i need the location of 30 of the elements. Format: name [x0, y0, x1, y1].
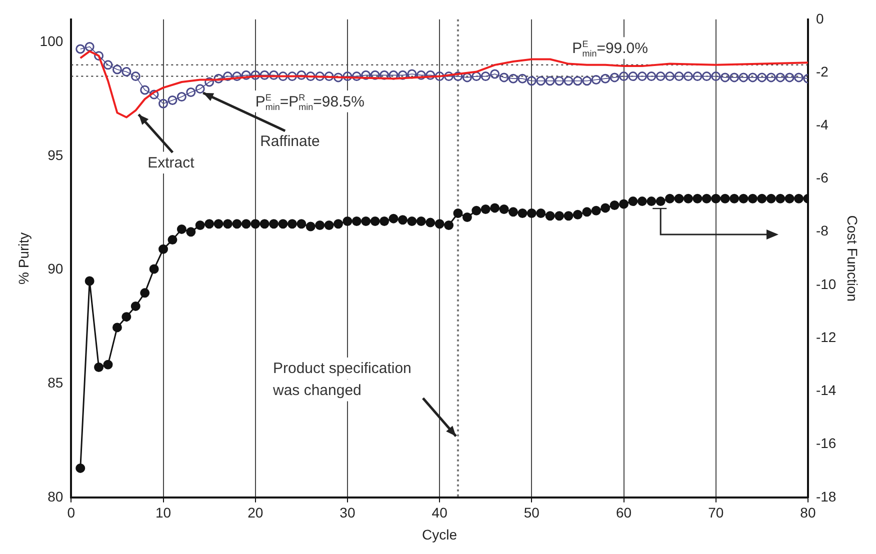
x-tick-label: 10	[155, 504, 172, 521]
y2-tick-label: -18	[816, 488, 836, 504]
x-tick-label: 60	[616, 504, 632, 521]
y2-tick-label: -6	[816, 170, 829, 186]
x-tick-label: 50	[524, 504, 540, 521]
x-axis-title: Cycle	[422, 526, 458, 542]
x-tick-label: 20	[248, 504, 264, 521]
y-tick-label: 90	[48, 260, 64, 277]
x-tick-label: 80	[800, 504, 816, 521]
y2-tick-label: -10	[816, 276, 836, 292]
text: Raffinate	[260, 132, 320, 150]
y2-tick-label: -16	[816, 435, 836, 452]
annotation: Product specification was changed	[272, 360, 412, 400]
x-tick-label: 40	[432, 504, 448, 521]
y2-tick-label: 0	[816, 10, 824, 26]
y-tick-label: 95	[48, 146, 64, 163]
x-tick-label: 0	[67, 504, 76, 521]
x-tick-label: 70	[708, 504, 724, 521]
y2-tick-label: -2	[816, 63, 829, 80]
y-tick-label: 80	[48, 488, 64, 504]
y-axis-title: % Purity	[15, 232, 32, 284]
y2-tick-label: -12	[816, 328, 836, 345]
y2-tick-label: -14	[816, 382, 836, 398]
y-tick-label: 100	[40, 33, 64, 50]
y2-tick-label: -8	[816, 222, 829, 239]
x-tick-label: 30	[340, 504, 356, 521]
y2-axis-title: Cost Function	[844, 215, 861, 302]
text: Extract	[148, 154, 196, 172]
y2-tick-label: -4	[816, 116, 829, 132]
y-tick-label: 85	[48, 374, 64, 390]
